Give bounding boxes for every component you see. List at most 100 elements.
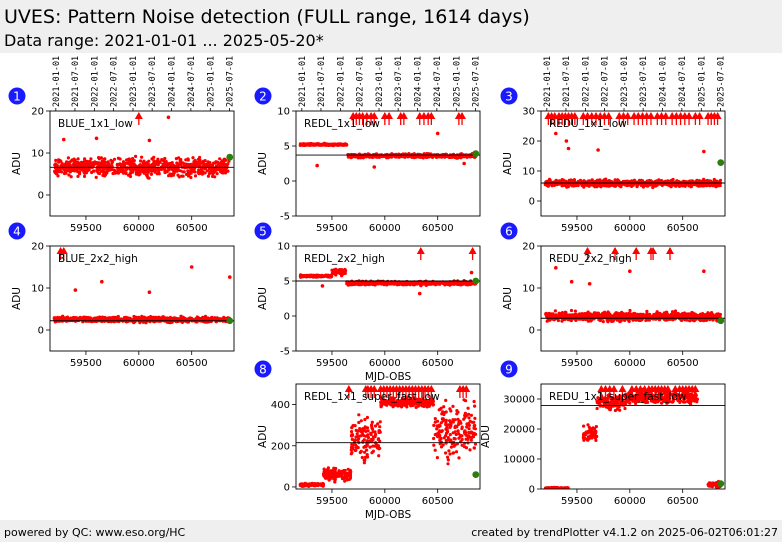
data-point [333,143,337,147]
data-point [304,274,308,278]
data-point [111,171,115,176]
plot-frame [540,110,726,217]
data-point [199,167,203,171]
date-tick-label: 2025-01-01 [452,56,462,107]
data-point [448,280,452,284]
data-point [220,169,224,173]
data-point [150,163,154,167]
data-point [89,157,93,161]
data-point [180,320,184,324]
data-point [354,154,358,158]
data-point [219,318,223,322]
data-point [329,142,333,147]
data-point [688,315,692,319]
data-point [315,275,319,279]
data-point [176,173,180,177]
data-point [561,178,566,182]
data-point [110,160,115,164]
data-point [568,313,572,317]
data-point [427,280,431,284]
data-points-group [298,131,478,169]
data-point [165,170,169,174]
data-point [606,312,610,317]
data-point [347,282,351,286]
data-point [673,312,677,316]
panel-number-badge [500,222,518,240]
data-point [708,179,713,183]
out-of-range-arrow-icon [427,112,436,119]
out-of-range-arrow-icon [59,247,68,254]
data-point [174,157,178,161]
data-point [437,281,441,285]
data-point [197,159,201,163]
data-point [135,167,139,172]
data-point [78,172,82,176]
data-point [85,159,89,163]
outlier-point [435,131,440,136]
data-point [69,175,73,179]
data-point [448,283,452,287]
data-point [432,282,436,286]
data-point [106,160,110,164]
data-point [698,317,702,322]
header-band [0,0,782,53]
data-point [207,172,211,176]
data-point [374,280,378,285]
y-axis-label: ADU [11,287,23,310]
data-point [154,315,158,319]
data-point [124,171,128,175]
data-point [633,312,637,316]
x-tick-label: 59500 [561,358,593,369]
date-tick-label: 2023-07-01 [148,56,158,107]
data-point [66,156,70,160]
data-point [174,169,178,173]
y-tick-label: 10 [522,284,535,295]
data-point [663,318,667,322]
out-of-range-arrow-icon [370,112,379,119]
x-tick-label: 60000 [369,358,401,369]
data-point [145,174,149,178]
data-point [587,184,591,188]
data-point [613,178,617,182]
data-point [142,171,146,175]
panel-label: REDL_1x1_low [304,118,380,130]
x-tick-label: 60500 [176,358,208,369]
data-point [67,160,71,164]
data-point [221,317,225,321]
data-point [359,156,363,160]
data-point [68,316,72,320]
data-point [670,179,674,183]
data-point [574,318,578,322]
data-point [97,157,101,161]
data-point [637,179,642,184]
data-point [698,312,703,316]
data-point [218,168,222,172]
data-point [76,157,80,161]
panel-label: BLUE_1x1_low [58,118,133,130]
outlier-point [320,284,325,288]
data-point [702,177,706,181]
data-point [189,162,194,166]
out-of-range-arrow-icon [458,112,467,119]
outlier-point [73,288,78,292]
out-of-range-arrow-icon [570,112,579,119]
data-point [319,275,323,279]
data-point [401,280,405,284]
data-point [182,163,187,167]
data-point [594,313,598,317]
data-point [586,319,591,323]
data-point [65,160,69,164]
data-point [300,483,304,487]
outlier-point [189,265,194,269]
data-points-group [543,131,723,190]
y-axis-label: ADU [502,287,514,310]
data-point [181,170,185,174]
data-point [132,159,136,163]
date-tick-label: 2025-07-01 [225,56,235,107]
data-point [205,169,210,173]
x-tick-label: 60500 [667,223,699,234]
data-point [89,317,93,321]
data-point [564,314,569,318]
x-tick-label: 60500 [667,358,699,369]
data-point [553,309,558,313]
